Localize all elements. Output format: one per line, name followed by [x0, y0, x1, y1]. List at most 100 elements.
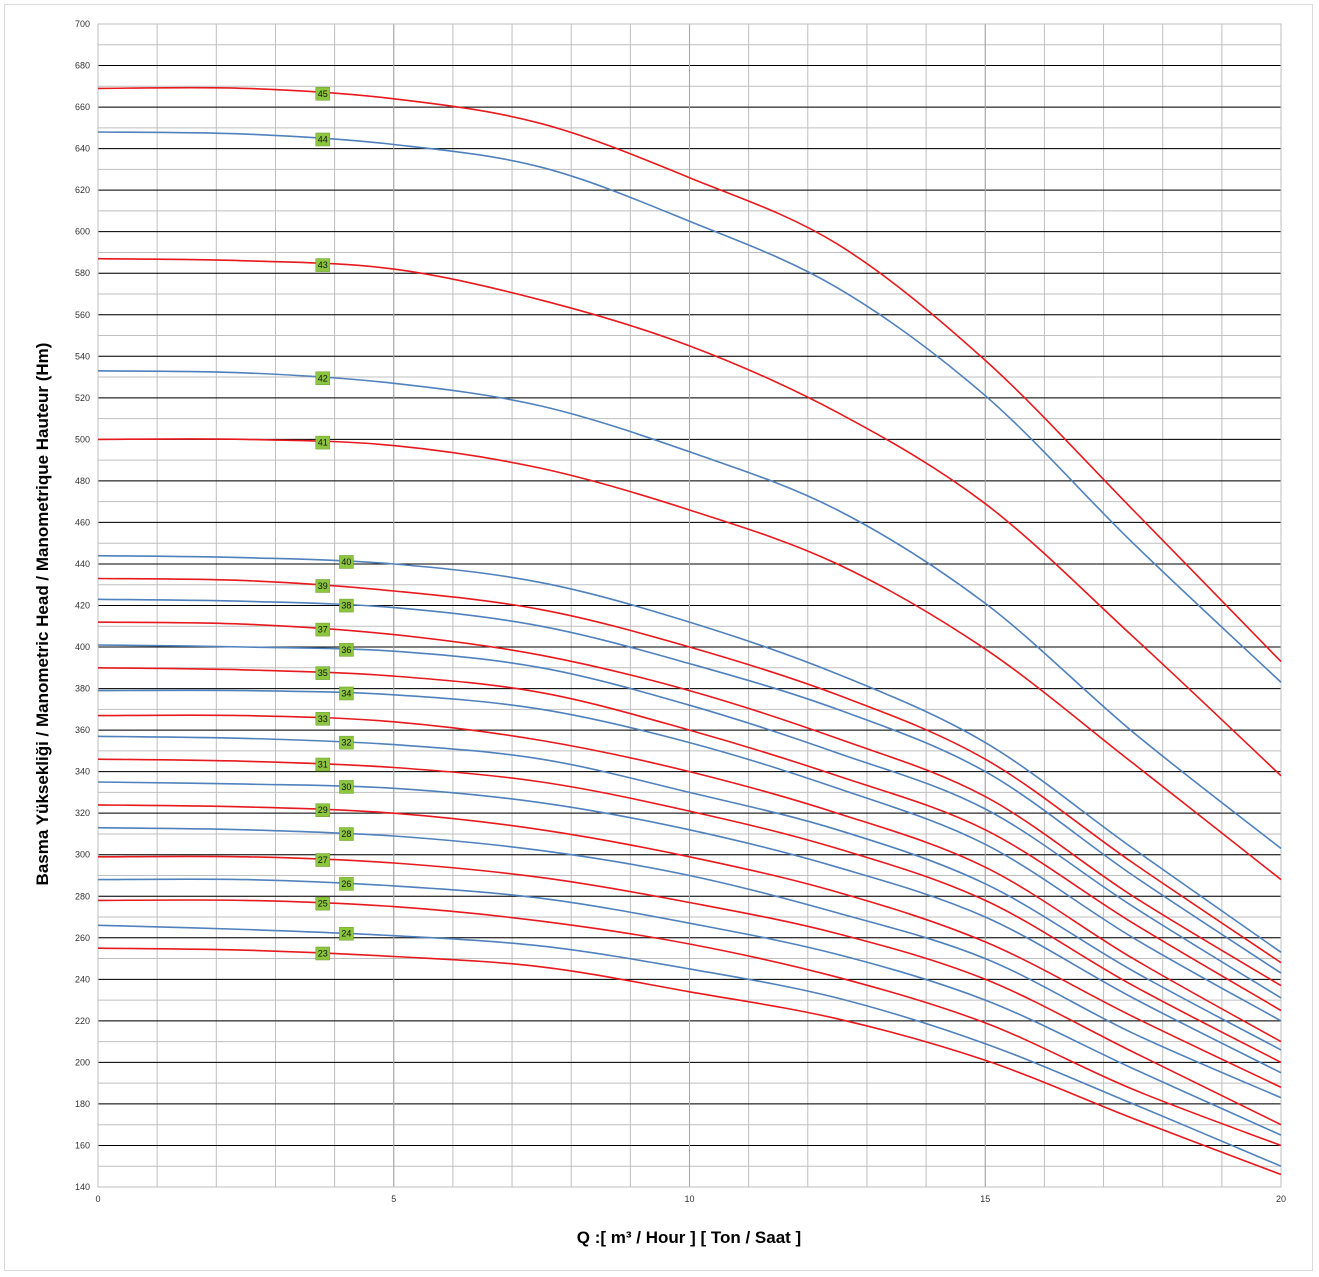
series-tag-box	[315, 371, 331, 386]
series-tag-38: 38	[339, 598, 354, 613]
series-tag-label: 35	[318, 668, 328, 678]
y-tick-label: 400	[75, 642, 90, 652]
y-tick-label: 380	[75, 684, 90, 694]
plot-area-border	[97, 23, 1282, 1188]
y-tick-label: 220	[75, 1016, 90, 1026]
series-tag-44: 44	[315, 132, 331, 147]
series-tag-26: 26	[339, 877, 354, 891]
series-line-38	[97, 598, 1282, 974]
series-tag-box	[315, 803, 331, 817]
series-tag-27: 27	[315, 853, 331, 867]
series-line-28	[97, 826, 1282, 1099]
series-tag-box	[339, 926, 354, 941]
series-tag-42: 42	[315, 371, 331, 386]
series-tag-33: 33	[315, 712, 331, 726]
y-tick-label: 480	[75, 476, 90, 486]
y-tick-label: 700	[75, 19, 90, 29]
series-tag-32: 32	[339, 735, 354, 750]
major-gridlines	[97, 23, 1282, 1188]
series-tag-label: 24	[341, 929, 351, 939]
series-line-41	[97, 438, 1282, 881]
y-tick-label: 600	[75, 227, 90, 237]
y-tick-label: 540	[75, 351, 90, 361]
series-tag-label: 33	[318, 714, 328, 724]
series-tag-label: 39	[318, 581, 328, 591]
series-tag-box	[315, 622, 331, 637]
series-tag-box	[315, 896, 331, 911]
series-tag-label: 42	[318, 373, 328, 383]
series-tag-25: 25	[315, 896, 331, 911]
series-tag-30: 30	[339, 780, 354, 794]
series-tag-box	[315, 666, 331, 680]
series-tag-40: 40	[339, 555, 354, 569]
series-line-42	[97, 370, 1282, 850]
series-tag-41: 41	[315, 435, 331, 450]
x-axis-title: Q :[ m³ / Hour ] [ Ton / Saat ]	[577, 1228, 801, 1247]
series-tag-label: 29	[318, 805, 328, 815]
series-tag-28: 28	[339, 827, 354, 841]
series-line-37	[97, 621, 1282, 987]
series-tag-label: 25	[318, 899, 328, 909]
series-tag-29: 29	[315, 803, 331, 817]
series-tag-label: 28	[341, 829, 351, 839]
series-tag-45: 45	[315, 87, 331, 101]
y-tick-label: 440	[75, 559, 90, 569]
y-tick-label: 580	[75, 268, 90, 278]
y-tick-label: 260	[75, 933, 90, 943]
series-lines	[97, 86, 1282, 1176]
y-tick-label: 640	[75, 144, 90, 154]
y-tick-label: 420	[75, 601, 90, 611]
y-tick-label: 320	[75, 808, 90, 818]
series-tag-31: 31	[315, 757, 331, 772]
y-tick-label: 520	[75, 393, 90, 403]
series-tag-label: 32	[341, 738, 351, 748]
series-tag-label: 38	[341, 601, 351, 611]
series-tag-box	[315, 87, 331, 101]
series-tag-box	[315, 579, 331, 593]
series-line-25	[97, 899, 1282, 1147]
y-tick-label: 300	[75, 850, 90, 860]
x-tick-label: 20	[1276, 1194, 1286, 1204]
series-line-36	[97, 644, 1282, 999]
y-tick-label: 180	[75, 1099, 90, 1109]
series-line-34	[97, 689, 1282, 1022]
y-tick-label: 460	[75, 517, 90, 527]
series-tag-box	[339, 877, 354, 891]
series-tag-43: 43	[315, 258, 331, 272]
y-tick-label: 240	[75, 974, 90, 984]
series-tag-37: 37	[315, 622, 331, 637]
series-line-35	[97, 667, 1282, 1012]
series-tag-label: 44	[318, 134, 328, 144]
series-tag-box	[315, 132, 331, 147]
series-tag-label: 34	[341, 688, 351, 698]
series-tag-box	[315, 853, 331, 867]
series-line-30	[97, 781, 1282, 1074]
series-tag-35: 35	[315, 666, 331, 680]
series-tag-label: 40	[341, 557, 351, 567]
series-tag-label: 30	[341, 782, 351, 792]
series-tag-box	[315, 712, 331, 726]
y-tick-label: 660	[75, 102, 90, 112]
series-tag-label: 45	[318, 89, 328, 99]
y-tick-label: 680	[75, 61, 90, 71]
series-line-23	[97, 947, 1282, 1176]
series-tag-34: 34	[339, 686, 354, 701]
series-tag-box	[315, 946, 331, 961]
x-tick-label: 0	[95, 1194, 100, 1204]
y-tick-label: 280	[75, 891, 90, 901]
y-tick-label: 200	[75, 1057, 90, 1067]
x-tick-label: 15	[980, 1194, 990, 1204]
y-tick-label: 560	[75, 310, 90, 320]
series-tag-label: 23	[318, 948, 328, 958]
series-tag-box	[315, 757, 331, 772]
series-line-40	[97, 554, 1282, 953]
series-line-32	[97, 735, 1282, 1051]
series-tag-box	[339, 555, 354, 569]
series-tag-label: 26	[341, 879, 351, 889]
series-tag-box	[315, 435, 331, 450]
series-tag-label: 37	[318, 625, 328, 635]
series-line-45	[97, 86, 1282, 663]
series-tag-24: 24	[339, 926, 354, 941]
y-tick-label: 500	[75, 434, 90, 444]
